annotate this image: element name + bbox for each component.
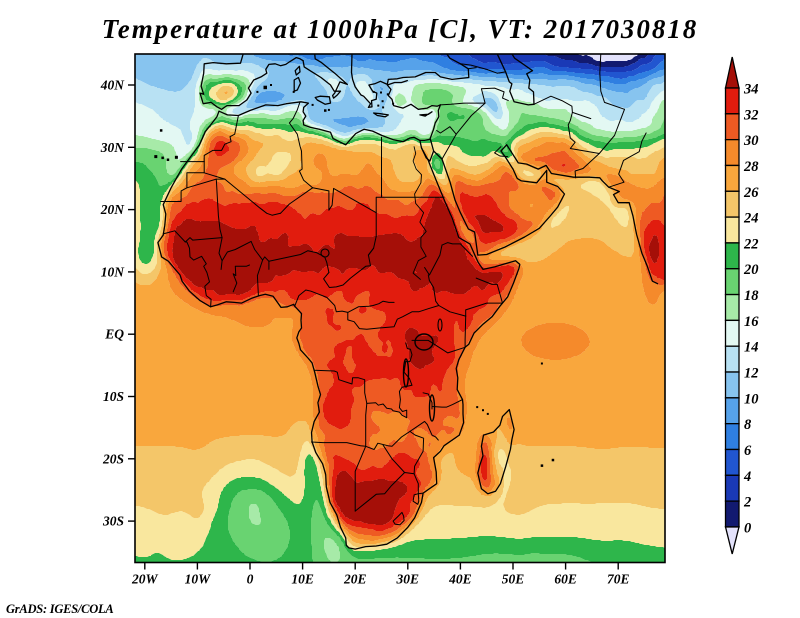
svg-text:30: 30 [743,133,759,149]
svg-text:16: 16 [744,314,759,330]
svg-text:8: 8 [744,417,752,433]
svg-text:70E: 70E [607,572,630,587]
svg-text:EQ: EQ [104,327,124,342]
svg-text:30S: 30S [102,514,124,529]
svg-text:20E: 20E [343,572,367,587]
svg-text:50E: 50E [502,572,525,587]
svg-text:4: 4 [743,469,751,485]
svg-text:20: 20 [743,262,759,278]
svg-text:10: 10 [744,391,759,407]
svg-text:0: 0 [744,520,751,536]
svg-text:26: 26 [743,185,759,201]
svg-text:18: 18 [744,288,759,304]
svg-text:28: 28 [743,159,759,175]
svg-text:30N: 30N [100,140,126,155]
svg-text:20N: 20N [100,202,126,217]
svg-text:24: 24 [743,211,759,227]
svg-text:34: 34 [743,82,759,98]
svg-text:10S: 10S [103,389,124,404]
svg-text:6: 6 [744,443,752,459]
svg-text:30E: 30E [396,572,420,587]
svg-text:40N: 40N [100,78,126,93]
svg-text:14: 14 [744,340,759,356]
svg-text:10W: 10W [185,572,212,587]
svg-text:0: 0 [247,572,254,587]
svg-text:40E: 40E [448,572,472,587]
svg-text:10N: 10N [101,264,126,279]
svg-text:2: 2 [743,495,751,511]
svg-text:32: 32 [743,107,759,123]
svg-text:22: 22 [743,236,759,252]
svg-text:20W: 20W [131,572,159,587]
svg-text:12: 12 [744,366,759,382]
svg-text:20S: 20S [102,451,124,466]
svg-text:60E: 60E [554,572,577,587]
svg-text:10E: 10E [291,572,314,587]
